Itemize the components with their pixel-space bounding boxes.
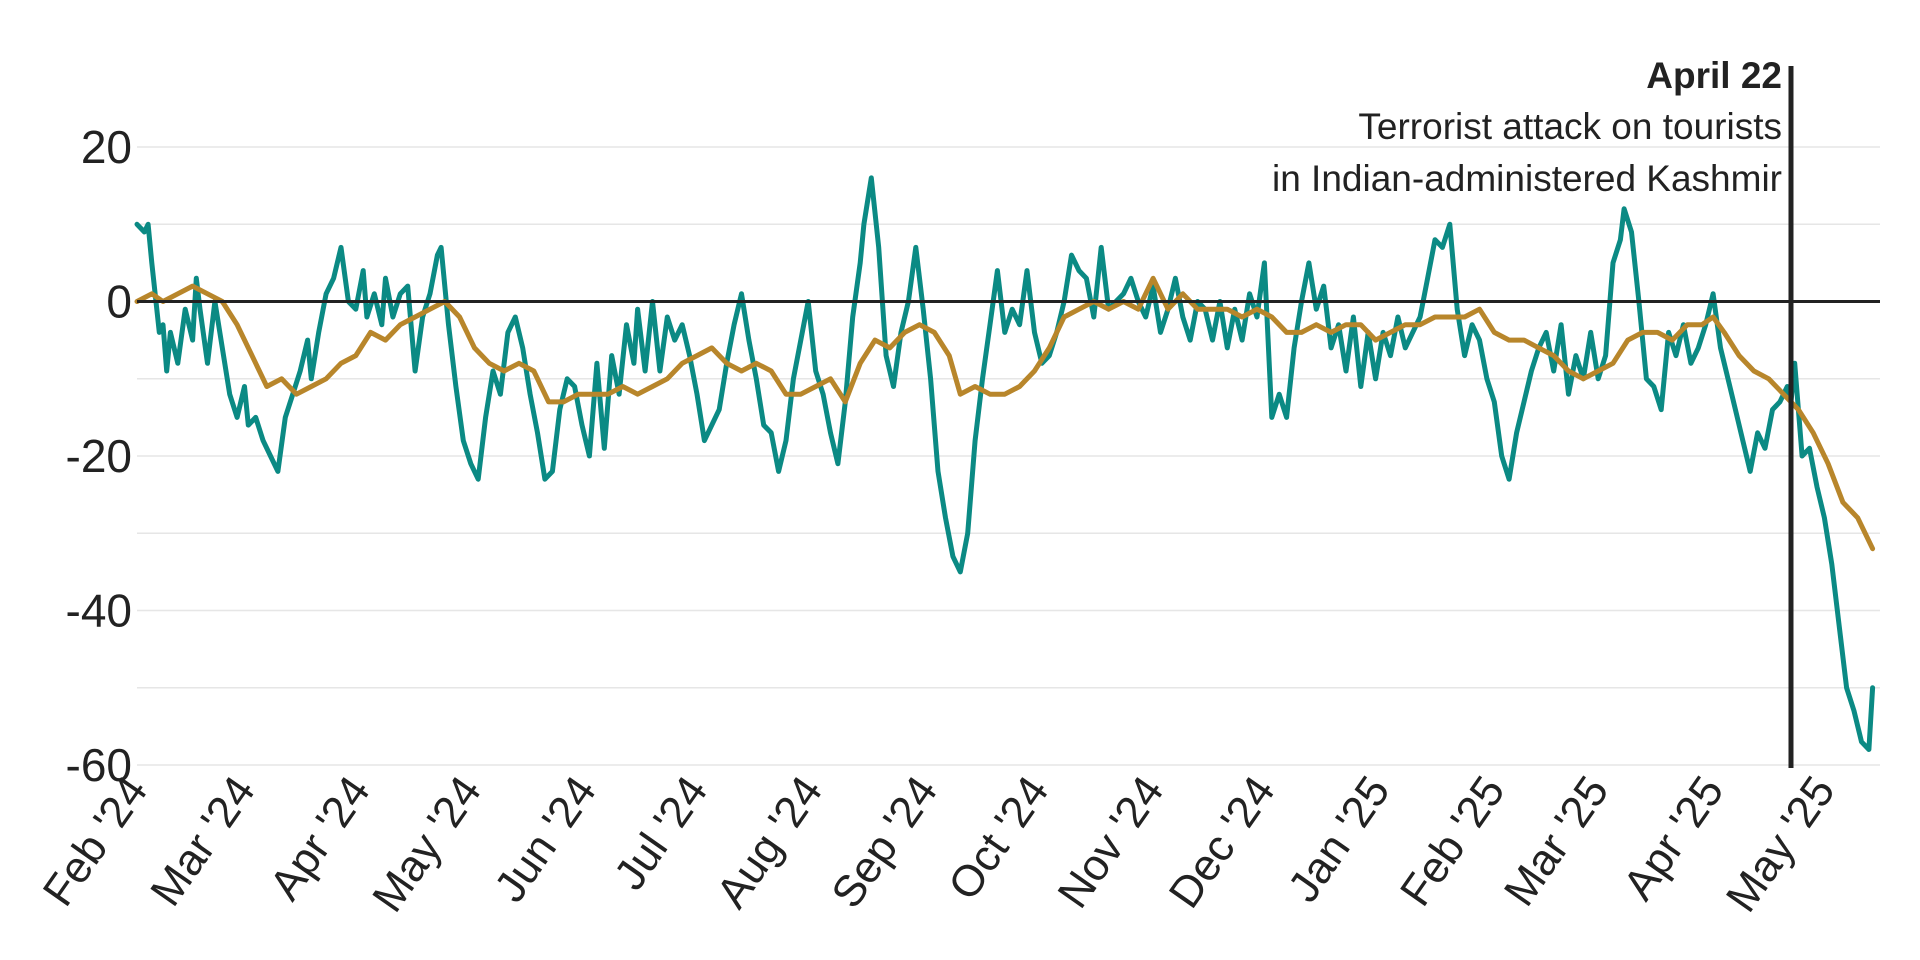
event-annotation: April 22 Terrorist attack on tourists in… xyxy=(1272,55,1794,768)
gridlines xyxy=(137,146,1880,766)
x-tick-label: Aug '24 xyxy=(707,768,832,917)
series-line-0 xyxy=(134,175,1876,752)
x-tick-label: Feb '25 xyxy=(1391,768,1515,915)
series-lines xyxy=(134,175,1880,752)
x-tick-label: Mar '24 xyxy=(141,768,265,915)
x-tick-label: Oct '24 xyxy=(939,768,1058,909)
x-tick-label: Mar '25 xyxy=(1495,768,1619,915)
y-tick-label: 0 xyxy=(106,276,132,328)
y-axis-tick-labels: 20 0 -20 -40 -60 xyxy=(66,121,132,791)
x-tick-label: Sep '24 xyxy=(822,768,947,917)
x-tick-label: May '25 xyxy=(1717,768,1845,921)
series-line-1 xyxy=(134,275,1876,552)
y-tick-label: -40 xyxy=(66,585,132,637)
x-tick-label: Apr '25 xyxy=(1614,768,1733,909)
annotation-line-2: in Indian-administered Kashmir xyxy=(1272,158,1782,199)
y-tick-label: 20 xyxy=(81,121,132,173)
annotation-line-1: Terrorist attack on tourists xyxy=(1358,106,1782,147)
y-tick-label: -60 xyxy=(66,739,132,791)
x-tick-label: Dec '24 xyxy=(1160,768,1285,917)
x-tick-label: Apr '24 xyxy=(260,768,379,909)
x-tick-label: Nov '24 xyxy=(1048,768,1173,917)
annotation-title: April 22 xyxy=(1646,55,1782,96)
x-tick-label: Jun '24 xyxy=(485,768,606,911)
x-tick-label: Jan '25 xyxy=(1279,768,1400,911)
x-tick-label: Jul '24 xyxy=(605,768,717,899)
y-tick-label: -20 xyxy=(66,430,132,482)
x-tick-label: May '24 xyxy=(363,768,491,921)
